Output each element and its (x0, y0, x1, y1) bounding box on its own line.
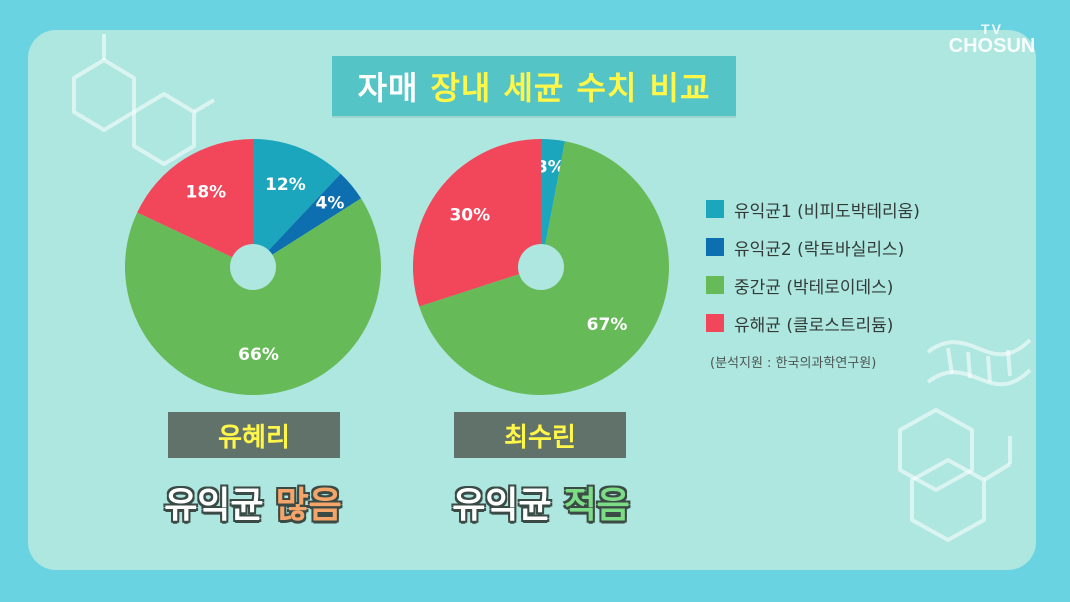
legend-swatch (706, 314, 724, 332)
logo-line-2: CHOSUN (948, 35, 1036, 57)
person-name-1: 유혜리 (168, 412, 340, 458)
legend-item: 유해균 (클로스트리듐) (706, 304, 996, 342)
slice-label: 66% (238, 345, 279, 365)
result-prefix-2: 유익균 (452, 485, 552, 526)
pie-chart-1: 12% 4% 66% 18% (124, 139, 382, 396)
tv-chosun-logo: TV CHOSUN (940, 22, 1044, 56)
chart-title: 자매 장내 세균 수치 비교 (332, 56, 736, 116)
person-name-2: 최수린 (454, 412, 626, 458)
chart-legend: 유익균1 (비피도박테리움) 유익균2 (락토바실리스) 중간균 (박테로이데스… (706, 190, 996, 342)
slice-label: 18% (185, 183, 226, 203)
source-note: (분석지원 : 한국의과학연구원) (710, 356, 877, 371)
legend-label: 유익균1 (비피도박테리움) (734, 201, 920, 222)
legend-swatch (706, 238, 724, 256)
pie-slice (253, 173, 362, 267)
legend-item: 유익균2 (락토바실리스) (706, 228, 996, 266)
result-prefix-1: 유익균 (164, 485, 264, 526)
logo-line-1: TV (981, 21, 1003, 37)
result-highlight-1: 많음 (275, 485, 342, 526)
pie-slice (137, 139, 253, 267)
pie-slice (413, 139, 541, 307)
legend-swatch (706, 200, 724, 218)
donut-hole (230, 244, 276, 290)
slice-label: 4% (315, 193, 344, 213)
slice-label: 30% (449, 205, 490, 225)
legend-label: 중간균 (박테로이데스) (734, 277, 894, 298)
legend-swatch (706, 276, 724, 294)
result-highlight-2: 적음 (563, 485, 630, 526)
slice-label: 3% (536, 158, 565, 178)
title-part-2: 장내 세균 수치 비교 (430, 69, 711, 107)
pie-slice (253, 139, 341, 267)
result-text-2: 유익균 적음 (436, 472, 646, 532)
legend-label: 유익균2 (락토바실리스) (734, 239, 905, 260)
pie-chart-2: 3% 67% 30% (413, 139, 669, 395)
slice-label: 12% (265, 175, 306, 195)
title-part-1: 자매 (357, 69, 419, 107)
pie-slice (541, 139, 565, 267)
result-text-1: 유익균 많음 (148, 472, 358, 532)
donut-hole (518, 244, 564, 290)
legend-item: 중간균 (박테로이데스) (706, 266, 996, 304)
legend-item: 유익균1 (비피도박테리움) (706, 190, 996, 228)
legend-label: 유해균 (클로스트리듐) (734, 315, 894, 336)
slice-label: 67% (587, 315, 628, 335)
pie-slice (124, 198, 382, 396)
